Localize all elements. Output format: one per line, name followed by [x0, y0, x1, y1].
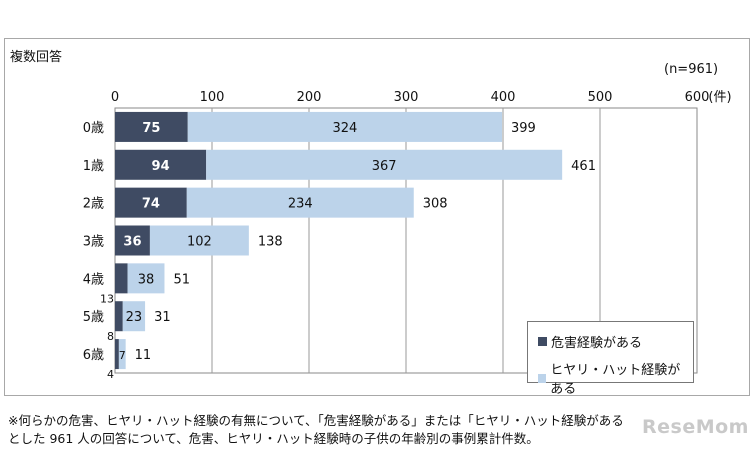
bar-harm-2: [115, 187, 187, 218]
data-label-near-miss-4: 38: [138, 272, 155, 287]
data-label-total-4: 51: [173, 272, 190, 287]
legend-label-harm: 危害経験がある: [551, 336, 643, 351]
data-label-near-miss-2: 234: [288, 197, 313, 212]
x-tick-label-600: 600: [685, 90, 710, 105]
data-label-near-miss-5: 23: [126, 310, 143, 325]
legend-swatch-harm: [538, 337, 547, 346]
bar-near-miss-1: [206, 149, 563, 180]
footnote-line-1: ※何らかの危害、ヒヤリ・ハット経験の有無について、「危害経験がある」または「ヒヤ…: [8, 413, 624, 428]
bar-harm-0: [115, 111, 188, 142]
data-label-harm-5: 8: [107, 330, 114, 343]
data-label-total-6: 11: [135, 348, 152, 363]
x-tick-label-500: 500: [588, 90, 613, 105]
category-label-6: 6歳: [83, 348, 104, 363]
legend-item-near-miss: ヒヤリ・ハット経験がある: [538, 359, 693, 397]
footnote-line-2: とした 961 人の回答について、危害、ヒヤリ・ハット経験時の子供の年齢別の事例…: [8, 431, 539, 446]
bar-near-miss-5: [122, 301, 146, 332]
legend-label-near-miss: ヒヤリ・ハット経験がある: [550, 363, 681, 397]
chart-frame: [4, 38, 750, 396]
x-tick-label-100: 100: [200, 90, 225, 105]
data-label-harm-1: 94: [152, 159, 170, 174]
bar-harm-6: [115, 339, 119, 370]
x-tick-label-0: 0: [111, 90, 119, 105]
x-tick-label-400: 400: [491, 90, 516, 105]
data-label-harm-2: 74: [142, 197, 160, 212]
bar-near-miss-2: [186, 187, 414, 218]
data-label-total-5: 31: [154, 310, 171, 325]
x-tick-label-300: 300: [394, 90, 419, 105]
data-label-total-3: 138: [258, 235, 283, 250]
category-label-0: 0歳: [83, 121, 104, 136]
data-label-harm-6: 4: [107, 368, 114, 381]
category-label-5: 5歳: [83, 310, 104, 325]
bar-harm-3: [115, 225, 150, 256]
x-unit-label: (件): [708, 90, 731, 105]
data-label-total-1: 461: [571, 159, 596, 174]
bar-near-miss-4: [127, 263, 165, 294]
watermark-logo: ReseMom: [642, 416, 749, 438]
legend-item-harm: 危害経験がある: [538, 332, 642, 351]
legend: 危害経験がある ヒヤリ・ハット経験がある: [527, 321, 694, 397]
data-label-near-miss-0: 324: [332, 121, 357, 136]
data-label-near-miss-1: 367: [372, 159, 397, 174]
legend-swatch-near-miss: [538, 373, 547, 383]
data-label-harm-0: 75: [142, 121, 160, 136]
bar-near-miss-6: [118, 339, 126, 370]
x-tick-label-200: 200: [297, 90, 322, 105]
category-label-2: 2歳: [83, 197, 104, 212]
data-label-near-miss-6: 7: [119, 349, 126, 362]
bar-near-miss-3: [149, 225, 249, 256]
bar-harm-5: [115, 301, 123, 332]
data-label-total-0: 399: [511, 121, 536, 136]
data-label-total-2: 308: [423, 197, 448, 212]
data-label-near-miss-3: 102: [187, 235, 212, 250]
category-label-3: 3歳: [83, 235, 104, 250]
sample-size-label: (n=961): [664, 62, 719, 77]
bar-near-miss-0: [187, 111, 503, 142]
multiple-answer-note: 複数回答: [10, 50, 63, 65]
data-label-harm-4: 13: [100, 292, 114, 305]
category-label-4: 4歳: [83, 272, 104, 287]
bar-harm-4: [115, 263, 128, 294]
category-label-1: 1歳: [83, 159, 104, 174]
bar-harm-1: [115, 149, 207, 180]
data-label-harm-3: 36: [123, 235, 141, 250]
